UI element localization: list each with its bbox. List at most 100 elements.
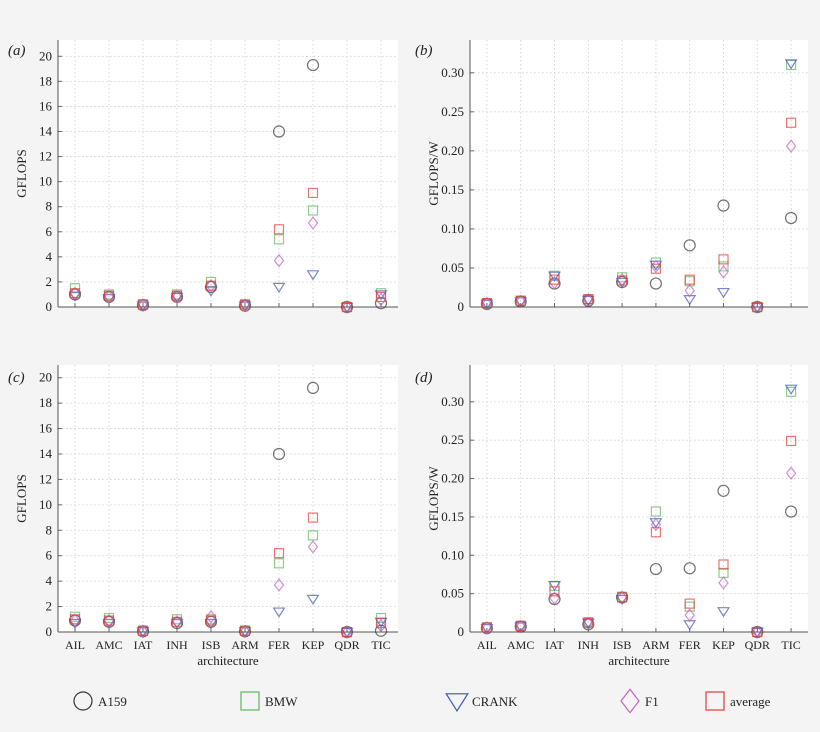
ytick-label: 0.30 [441, 65, 464, 80]
legend-item-f1: F1 [620, 688, 659, 714]
data-point [205, 615, 217, 626]
data-point [481, 622, 492, 633]
xtick-label: ARM [231, 638, 259, 652]
legend: A159 BMW CRANK F1 average [73, 688, 771, 714]
ytick-label: 0.15 [441, 509, 464, 524]
diamond-icon [620, 688, 640, 714]
data-point [649, 277, 663, 290]
data-point [785, 386, 797, 397]
data-point [784, 59, 798, 70]
data-point [69, 286, 81, 301]
triangle-down-icon [445, 693, 469, 713]
series-f1 [69, 216, 387, 314]
series-average [481, 435, 797, 638]
xtick-label: AMC [95, 638, 122, 652]
data-point [375, 618, 387, 633]
ytick-label: 18 [39, 73, 52, 88]
data-point [583, 616, 594, 631]
legend-label: CRANK [472, 694, 518, 709]
data-point [718, 261, 729, 272]
data-point [752, 625, 763, 639]
data-point [238, 627, 252, 638]
ytick-label: 6 [46, 548, 53, 563]
data-point [374, 624, 388, 637]
xtick-label: QDR [745, 638, 770, 652]
data-point [717, 607, 730, 618]
data-point [171, 614, 183, 629]
data-point [583, 294, 594, 305]
data-point [718, 265, 729, 279]
data-point [683, 239, 696, 252]
xtick-label: IAT [545, 638, 564, 652]
data-point [103, 613, 115, 628]
legend-item-a159: A159 [73, 691, 127, 711]
data-point [341, 300, 353, 314]
data-point [785, 466, 797, 481]
data-point [307, 187, 319, 199]
ytick-label: 0.10 [441, 221, 464, 236]
y-axis-label: GFLOPS/W [426, 466, 441, 531]
legend-label: BMW [265, 694, 298, 709]
plot-area [470, 40, 808, 307]
data-point [137, 624, 149, 639]
data-point [307, 216, 319, 230]
data-point [205, 609, 217, 624]
data-point [650, 263, 662, 274]
data-point [273, 224, 285, 235]
data-point [171, 290, 183, 301]
ytick-label: 0.25 [441, 104, 464, 119]
data-point [69, 288, 81, 299]
data-point [683, 562, 696, 575]
ytick-label: 0.10 [441, 547, 464, 562]
data-point [684, 283, 695, 298]
data-point [548, 580, 561, 592]
data-point [752, 301, 763, 313]
ytick-label: 14 [39, 446, 53, 461]
data-point [480, 299, 494, 310]
data-point [273, 234, 285, 245]
data-point [273, 558, 285, 569]
data-point [581, 618, 595, 629]
data-point [69, 613, 81, 628]
xtick-label: AMC [507, 638, 534, 652]
panel-b: 0 0.05 0.10 0.15 0.20 0.25 0.30 (b) GFLOPS/W [415, 40, 808, 314]
data-point [752, 626, 763, 638]
xtick-label: KEP [302, 638, 325, 652]
ytick-label: 4 [46, 573, 53, 588]
data-point [239, 624, 251, 639]
data-point [583, 617, 594, 628]
y-axis-label: GFLOPS [14, 474, 29, 522]
data-point [306, 381, 320, 394]
ytick-label: 18 [39, 395, 52, 410]
data-point [784, 384, 798, 395]
legend-label: A159 [98, 694, 127, 709]
data-point [170, 292, 184, 304]
panel-a: 0 2 4 6 8 10 12 14 16 18 20 (a) GFLOPS [8, 40, 398, 314]
ytick-label: 0 [46, 299, 53, 314]
legend-label: average [730, 694, 771, 709]
data-point [239, 299, 251, 310]
panel-label: (d) [415, 370, 433, 386]
data-point [137, 298, 149, 312]
square-icon [240, 691, 260, 711]
ytick-label: 12 [39, 149, 52, 164]
data-point [515, 619, 526, 634]
ytick-label: 0 [46, 624, 53, 639]
series-f1 [481, 139, 797, 314]
panel-label: (a) [8, 43, 26, 59]
data-point [784, 211, 798, 225]
data-point [650, 517, 662, 532]
data-point [171, 290, 183, 304]
data-point [480, 623, 494, 635]
y-axis-label: GFLOPS/W [426, 141, 441, 206]
ytick-label: 0.05 [441, 260, 464, 275]
ytick-label: 10 [39, 174, 52, 189]
legend-item-average: average [705, 691, 771, 711]
data-point [515, 294, 526, 309]
data-point [375, 291, 387, 303]
data-point [273, 548, 285, 559]
xtick-label: KEP [712, 638, 735, 652]
xtick-label: IAT [134, 638, 153, 652]
series-f1 [69, 539, 387, 639]
xtick-label: TIC [371, 638, 390, 652]
